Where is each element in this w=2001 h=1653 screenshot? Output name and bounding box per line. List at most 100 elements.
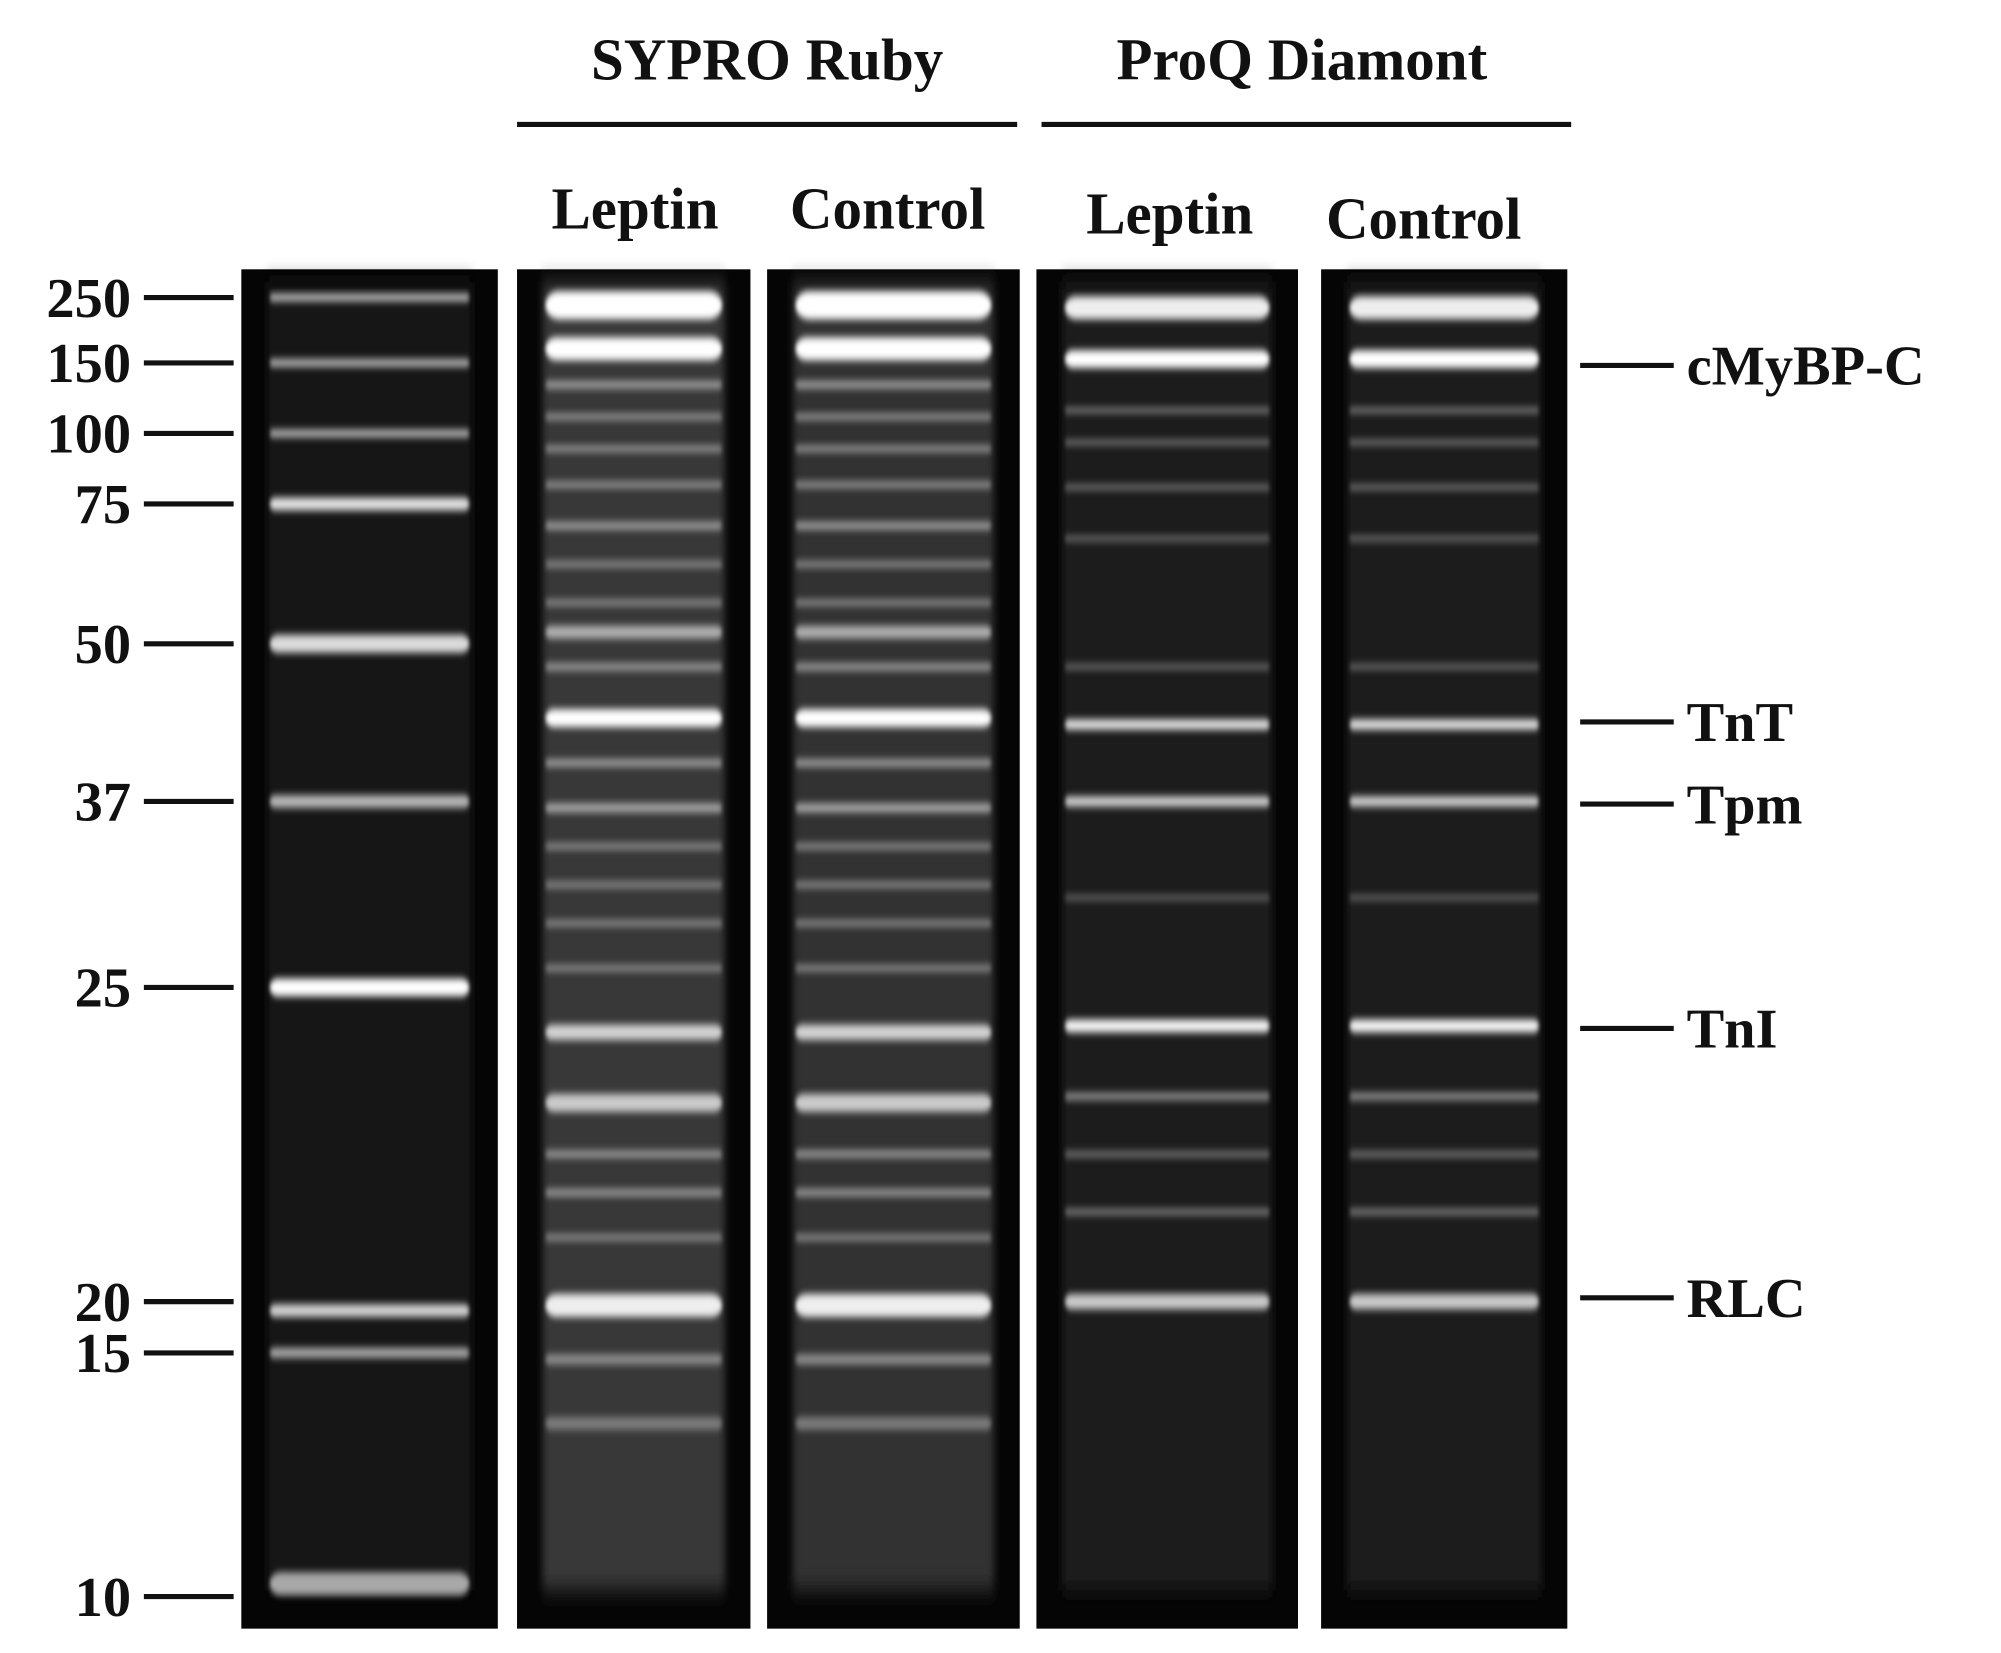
marker-label: 37 — [75, 772, 131, 834]
band-label: RLC — [1687, 1268, 1806, 1330]
gel-band — [795, 662, 992, 671]
lane-label: Leptin — [551, 175, 718, 241]
gel-band — [1349, 1092, 1540, 1101]
gel-band — [545, 662, 723, 671]
gel-band — [545, 1293, 723, 1318]
gel-band — [269, 634, 470, 653]
gel-band — [545, 803, 723, 813]
group-title: SYPRO Ruby — [591, 27, 943, 93]
gel-band — [1064, 664, 1270, 670]
gel-band — [795, 1354, 992, 1365]
gel-band — [269, 795, 470, 808]
group-title: ProQ Diamont — [1117, 27, 1488, 93]
gel-band — [795, 625, 992, 639]
gel-band — [545, 413, 723, 420]
gel-band — [545, 1354, 723, 1365]
marker-label: 250 — [46, 268, 131, 330]
gel-band — [1349, 1293, 1540, 1310]
gel-band — [795, 481, 992, 488]
gel-band — [1349, 1150, 1540, 1158]
gel-band — [795, 599, 992, 606]
gel-band — [545, 1150, 723, 1158]
marker-label: 100 — [46, 404, 131, 466]
gel-band — [1064, 536, 1270, 542]
lane-smear — [266, 282, 473, 1591]
gel-band — [1064, 796, 1270, 807]
gel-band — [545, 759, 723, 767]
gel-band — [795, 337, 992, 361]
gel-band — [1064, 439, 1270, 445]
gel-band — [269, 429, 470, 438]
gel-band — [795, 759, 992, 767]
gel-band — [795, 380, 992, 389]
gel-band — [545, 709, 723, 728]
gel-band — [1064, 719, 1270, 730]
gel-band — [545, 380, 723, 389]
gel-band — [795, 1093, 992, 1112]
gel-band — [795, 1024, 992, 1041]
lane-smear — [1062, 282, 1273, 1591]
gel-band — [795, 291, 992, 320]
band-label: TnI — [1687, 999, 1778, 1061]
gel-band — [1064, 484, 1270, 490]
gel-band — [1349, 407, 1540, 413]
gel-band — [1064, 296, 1270, 320]
gel-band — [1349, 1208, 1540, 1216]
marker-label: 20 — [75, 1272, 131, 1334]
marker-label: 50 — [75, 614, 131, 676]
gel-band — [269, 293, 470, 302]
lane-label: Control — [1326, 186, 1521, 252]
gel-band — [545, 920, 723, 927]
marker-label: 10 — [75, 1567, 131, 1629]
gel-band — [795, 803, 992, 813]
gel-band — [545, 625, 723, 639]
gel-band — [795, 521, 992, 530]
marker-label: 15 — [75, 1323, 131, 1385]
gel-band — [795, 1417, 992, 1430]
gel-band — [1064, 895, 1270, 901]
gel-band — [1349, 484, 1540, 490]
gel-band — [269, 359, 470, 367]
gel-band — [545, 521, 723, 530]
gel-band — [545, 481, 723, 488]
gel-band — [1064, 407, 1270, 413]
gel-band — [795, 920, 992, 927]
gel-band — [795, 709, 992, 728]
gel-band — [795, 1234, 992, 1241]
gel-band — [1349, 1019, 1540, 1033]
gel-band — [1064, 1150, 1270, 1158]
lane-smear — [792, 282, 995, 1591]
gel-band — [269, 978, 470, 997]
gel-band — [795, 445, 992, 453]
band-label: cMyBP-C — [1687, 336, 1925, 398]
gel-band — [1349, 536, 1540, 542]
gel-band — [795, 413, 992, 420]
gel-band — [269, 1572, 470, 1596]
gel-band — [795, 843, 992, 850]
gel-band — [1064, 1208, 1270, 1216]
gel-band — [269, 497, 470, 511]
gel-band — [545, 599, 723, 606]
gel-band — [1064, 350, 1270, 369]
marker-label: 75 — [75, 474, 131, 536]
gel-band — [545, 561, 723, 568]
gel-band — [545, 1024, 723, 1041]
gel-band — [545, 1093, 723, 1112]
gel-band — [1349, 439, 1540, 445]
marker-label: 150 — [46, 333, 131, 395]
gel-band — [545, 1417, 723, 1430]
gel-band — [1064, 1019, 1270, 1033]
gel-band — [1064, 1092, 1270, 1101]
gel — [241, 269, 1568, 1629]
gel-band — [795, 561, 992, 568]
lane-smear — [1346, 282, 1542, 1591]
gel-band — [545, 337, 723, 361]
gel-band — [1349, 296, 1540, 320]
gel-band — [1349, 796, 1540, 807]
band-label: Tpm — [1687, 774, 1803, 836]
gel-band — [545, 445, 723, 453]
gel-band — [1349, 350, 1540, 369]
lane-label: Control — [790, 175, 985, 241]
band-label: TnT — [1687, 692, 1794, 754]
